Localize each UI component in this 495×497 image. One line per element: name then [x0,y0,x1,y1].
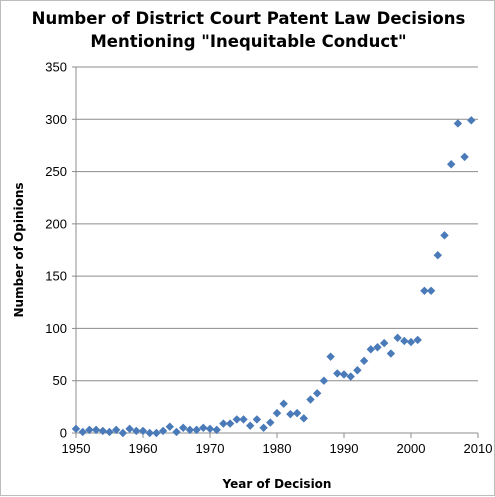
data-point [400,336,409,346]
data-point [306,395,315,404]
data-point [339,370,349,379]
x-tick-label: 1950 [62,441,91,456]
y-tick-label: 250 [45,164,67,179]
data-point [246,421,255,430]
y-tick-label: 100 [45,321,67,336]
x-tick-label: 1980 [263,441,292,456]
data-point [313,389,322,398]
data-point [326,352,335,361]
data-point [91,425,101,435]
data-point [259,423,268,432]
data-point [71,424,81,434]
data-point [172,427,181,437]
data-point [185,425,195,435]
data-point [98,426,107,436]
y-tick-label: 200 [45,216,67,231]
gridlines [76,66,478,382]
x-tick-label: 2000 [397,441,426,456]
data-point [132,426,141,436]
chart-title-line-2: Mentioning "Inequitable Conduct" [90,32,407,51]
data-point [239,415,248,424]
data-point [386,349,396,358]
data-point [205,424,215,434]
data-point [447,160,456,169]
data-point [118,428,128,438]
data-point [286,409,295,419]
y-tick-label: 350 [45,60,67,75]
data-point [380,338,389,348]
x-tick-label: 1960 [129,441,158,456]
data-point [420,286,429,295]
tick-labels: 0 50 100 150 200 250 300 350 1950 1960 1970 1980 199… [45,60,492,457]
data-point [366,345,375,354]
data-point [460,152,469,162]
data-point [272,408,282,418]
data-point [225,419,235,428]
data-point [252,415,262,424]
data-point [406,337,416,347]
x-tick-label: 1970 [196,441,225,456]
y-tick-label: 300 [45,112,67,127]
data-point [440,231,449,240]
x-tick-label: 1990 [330,441,359,456]
y-tick-label: 0 [60,426,67,441]
data-point [85,425,94,435]
data-point [393,333,402,343]
y-tick-label: 150 [45,269,67,284]
data-point [219,419,228,428]
data-point [319,376,329,385]
data-point [359,356,369,366]
data-point [179,423,188,432]
data-point [199,423,208,432]
data-point [467,116,476,125]
data-point [78,427,87,437]
y-axis-title: Number of Opinions [12,182,26,317]
data-point [346,372,355,381]
data-point [152,428,161,438]
data-point [158,426,168,436]
data-point [433,251,442,260]
data-point [138,426,148,436]
data-point [192,425,201,435]
data-point [373,343,382,352]
chart-title-line-1: Number of District Court Patent Law Deci… [31,9,466,28]
data-point [353,366,362,375]
data-point [212,425,221,435]
x-axis-title: Year of Decision [222,477,332,491]
data-point [112,425,121,435]
data-point [426,286,436,295]
data-point [413,335,422,345]
data-point [165,422,174,431]
y-tick-label: 50 [53,373,67,388]
data-points [71,116,476,438]
data-point [279,399,288,408]
axes [72,66,479,438]
data-point [232,415,241,424]
x-tick-label: 2010 [464,441,493,456]
data-point [292,408,302,418]
chart-title: Number of District Court Patent Law Deci… [1,7,495,53]
data-point [145,428,154,438]
data-point [299,414,308,423]
data-point [125,424,134,434]
data-point [105,427,114,437]
data-point [453,119,463,128]
data-point [266,418,275,427]
data-point [333,369,342,378]
